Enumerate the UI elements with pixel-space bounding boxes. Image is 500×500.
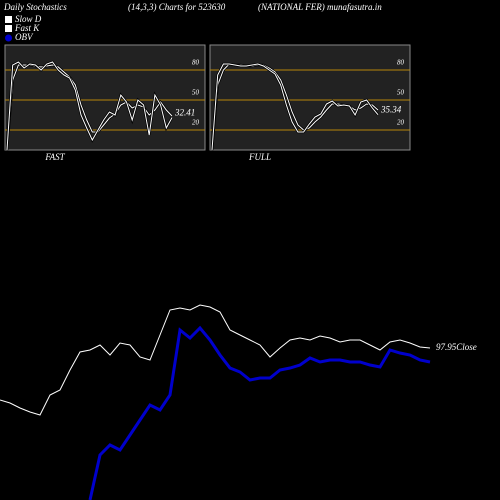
y-tick-label: 20 [192, 119, 200, 127]
line [6, 61, 173, 151]
legend-marker [5, 16, 12, 23]
value-label: 97.95Close [436, 342, 477, 352]
legend-label: Slow D [15, 14, 42, 24]
y-tick-label: 80 [397, 59, 405, 67]
value-label: 32.41 [174, 108, 195, 118]
y-tick-label: 50 [397, 89, 405, 97]
line [211, 63, 379, 151]
y-tick-label: 80 [192, 59, 200, 67]
panel [209, 44, 411, 151]
legend-marker [5, 34, 12, 42]
x-axis-label: FULL [248, 152, 271, 162]
y-tick-label: 50 [192, 89, 200, 97]
line [0, 304, 431, 416]
header-right: (NATIONAL FER) munafasutra.in [258, 2, 382, 12]
x-axis-label: FAST [44, 152, 65, 162]
legend-label: OBV [15, 32, 34, 42]
value-label: 35.34 [380, 105, 402, 115]
panel [4, 44, 206, 151]
header-center: (14,3,3) Charts for 523630 [128, 2, 226, 12]
y-tick-label: 20 [397, 119, 405, 127]
close-value: 97.95 [436, 342, 457, 352]
legend-marker [5, 25, 12, 32]
header-left: Daily Stochastics [3, 2, 67, 12]
line [88, 325, 431, 500]
legend-label: Fast K [14, 23, 40, 33]
close-name: Close [456, 342, 477, 352]
